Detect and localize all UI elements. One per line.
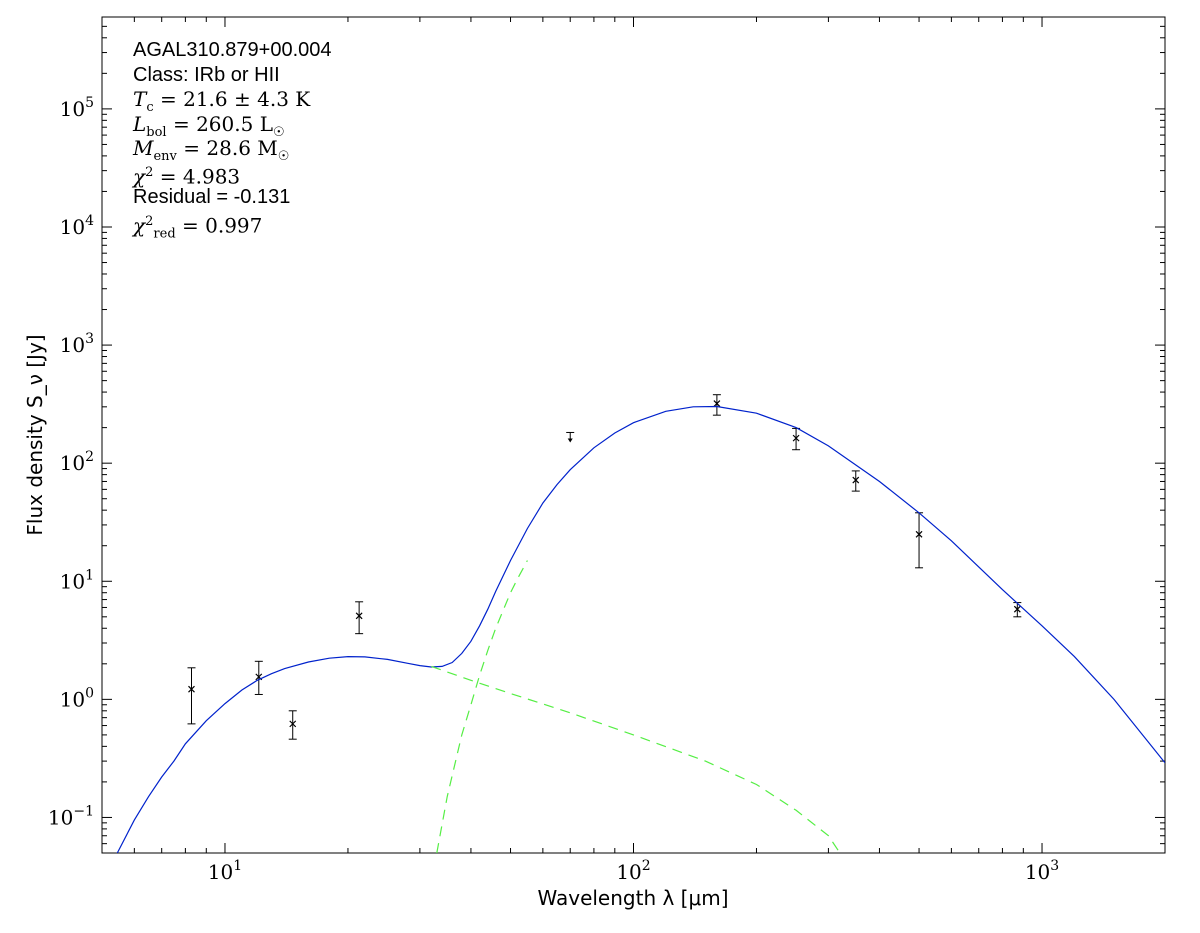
menv-value: 28.6 M <box>206 136 278 160</box>
fit-annotation: AGAL310.879+00.004 Class: IRb or HII Tc … <box>133 38 332 242</box>
data-point <box>355 601 364 635</box>
data-point <box>1013 602 1022 618</box>
marker <box>355 612 363 620</box>
y-axis-label: Flux density S_ν [Jy] <box>23 334 47 535</box>
y-tick-label: 100 <box>60 685 94 711</box>
marker <box>188 685 195 693</box>
chi2-value: 4.983 <box>182 164 241 189</box>
source-name: AGAL310.879+00.004 <box>133 39 332 61</box>
chi2-red-line: χ2red = 0.997 <box>133 213 263 242</box>
upper-limit-point <box>566 431 575 443</box>
marker <box>1013 605 1021 613</box>
x-tick-label: 102 <box>616 858 650 884</box>
chi2-red-value: 0.997 <box>205 213 263 238</box>
total-fit-line <box>116 405 1165 853</box>
x-tick-label: 103 <box>1025 858 1059 884</box>
marker <box>289 720 297 728</box>
residual-label: Residual = -0.131 <box>133 186 291 208</box>
tc-value: 21.6 ± 4.3 K <box>183 87 311 111</box>
chi2-line: χ2 = 4.983 <box>133 164 241 189</box>
y-tick-label: 105 <box>60 95 94 121</box>
data-point <box>712 394 721 416</box>
marker <box>713 400 721 407</box>
axis-ticks <box>101 16 1166 854</box>
upper-limit-arrow <box>567 438 573 443</box>
data-point <box>288 710 297 740</box>
axis-tick-labels: 101 102 103 10−1 100 101 102 103 104 105 <box>48 95 1059 884</box>
lbol-value: 260.5 L <box>196 111 273 136</box>
y-tick-label: 103 <box>60 331 94 357</box>
class-label: Class: IRb or HII <box>133 63 280 86</box>
component-fit-line <box>431 665 841 853</box>
marker <box>255 673 263 681</box>
data-point <box>187 667 196 725</box>
x-tick-label: 101 <box>208 858 242 884</box>
y-tick-label: 10−1 <box>48 803 94 829</box>
tc-line: Tc = 21.6 ± 4.3 K <box>133 87 311 115</box>
y-tick-label: 101 <box>60 567 94 593</box>
menv-line: Menv = 28.6 M☉ <box>133 136 290 164</box>
y-tick-label: 102 <box>60 449 94 475</box>
marker <box>852 476 860 484</box>
x-axis-label: Wavelength λ [μm] <box>537 886 728 910</box>
marker <box>915 530 923 538</box>
data-point <box>792 427 801 451</box>
series-layer <box>116 394 1165 853</box>
data-point <box>851 470 860 492</box>
y-tick-label: 104 <box>60 213 94 239</box>
marker <box>792 434 800 442</box>
component-fit-line <box>436 560 528 853</box>
data-point <box>915 512 924 569</box>
lbol-line: Lbol = 260.5 L☉ <box>133 111 285 140</box>
